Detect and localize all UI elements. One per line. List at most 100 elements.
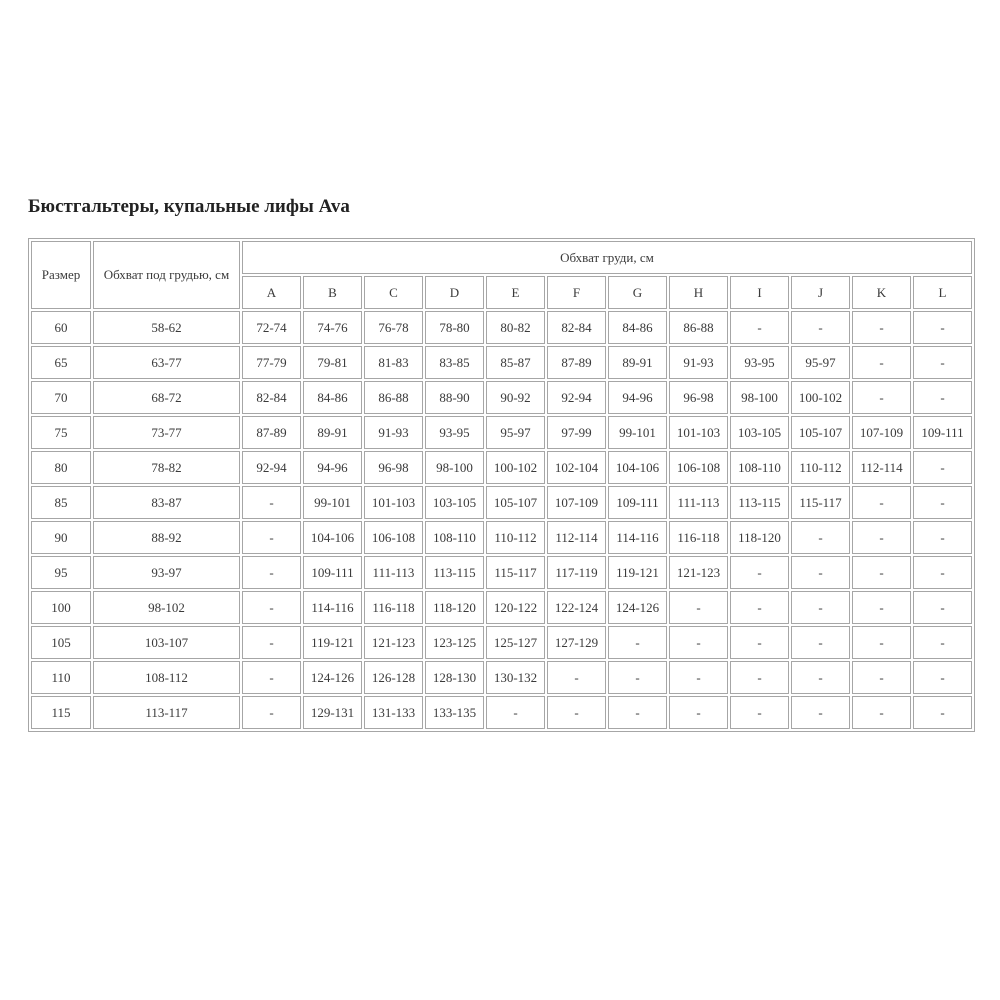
cup-H-cell: - [669,591,728,624]
cup-K-cell: 107-109 [852,416,911,449]
cup-E-cell: 120-122 [486,591,545,624]
cup-J-cell: 95-97 [791,346,850,379]
table-row-size-115: 115 113-117-129-131 131-133 133-135- - - - - - - - [31,696,972,729]
cup-G-cell: 94-96 [608,381,667,414]
cup-D-cell: 98-100 [425,451,484,484]
table-row-size-70: 70 68-72 82-84 84-86 86-88 88-90 90-92 92-94 94-… [31,381,972,414]
cup-letter-B: B [303,276,362,309]
cup-letter-I: I [730,276,789,309]
content-area: Бюстгальтеры, купальные лифы Ava Размер … [28,196,975,732]
cup-K-cell: - [852,486,911,519]
header-row-top: Размер Обхват под грудью, см Обхват груд… [31,241,972,309]
cup-G-cell: 99-101 [608,416,667,449]
cup-B-cell: 104-106 [303,521,362,554]
cup-A-cell: 77-79 [242,346,301,379]
cup-G-cell: 84-86 [608,311,667,344]
cup-letter-K: K [852,276,911,309]
cup-F-cell: 107-109 [547,486,606,519]
cup-letter-L: L [913,276,972,309]
header-bust: Обхват груди, см [242,241,972,274]
cup-C-cell: 116-118 [364,591,423,624]
cup-B-cell: 114-116 [303,591,362,624]
cup-L-cell: - [913,521,972,554]
cup-J-cell: - [791,696,850,729]
underbust-cell: 73-77 [93,416,240,449]
cup-J-cell: - [791,311,850,344]
cup-D-cell: 123-125 [425,626,484,659]
cup-letter-H: H [669,276,728,309]
cup-B-cell: 74-76 [303,311,362,344]
cup-C-cell: 86-88 [364,381,423,414]
table-row-size-90: 90 88-92-104-106 106-108 108-110 110-112 112-… [31,521,972,554]
table-row-size-95: 95 93-97-109-111 111-113 113-115 115-117 117-… [31,556,972,589]
table-row-size-65: 65 63-77 77-79 79-81 81-83 83-85 85-87 87-89 89-… [31,346,972,379]
cup-A-cell: - [242,486,301,519]
cup-J-cell: - [791,556,850,589]
cup-letter-F: F [547,276,606,309]
cup-L-cell: - [913,556,972,589]
cup-H-cell: 86-88 [669,311,728,344]
cup-J-cell: - [791,661,850,694]
table-row-size-100: 100 98-102-114-116 116-118 118-120 120-122 12… [31,591,972,624]
cup-D-cell: 118-120 [425,591,484,624]
cup-L-cell: - [913,661,972,694]
size-cell: 65 [31,346,91,379]
cup-J-cell: - [791,626,850,659]
cup-L-cell: - [913,696,972,729]
cup-E-cell: 90-92 [486,381,545,414]
cup-I-cell: 113-115 [730,486,789,519]
underbust-cell: 88-92 [93,521,240,554]
cup-D-cell: 88-90 [425,381,484,414]
cup-E-cell: 80-82 [486,311,545,344]
cup-J-cell: - [791,521,850,554]
cup-K-cell: - [852,521,911,554]
cup-letter-E: E [486,276,545,309]
cup-E-cell: 110-112 [486,521,545,554]
cup-B-cell: 99-101 [303,486,362,519]
cup-C-cell: 91-93 [364,416,423,449]
cup-L-cell: - [913,451,972,484]
cup-J-cell: 115-117 [791,486,850,519]
size-cell: 105 [31,626,91,659]
cup-L-cell: - [913,486,972,519]
cup-A-cell: 72-74 [242,311,301,344]
cup-J-cell: 110-112 [791,451,850,484]
cup-H-cell: 101-103 [669,416,728,449]
cup-E-cell: - [486,696,545,729]
cup-D-cell: 128-130 [425,661,484,694]
cup-F-cell: 112-114 [547,521,606,554]
cup-F-cell: 97-99 [547,416,606,449]
cup-D-cell: 133-135 [425,696,484,729]
table-row-size-80: 80 78-82 92-94 94-96 96-98 98-100 100-102 102-1… [31,451,972,484]
cup-B-cell: 109-111 [303,556,362,589]
cup-I-cell: 108-110 [730,451,789,484]
cup-D-cell: 93-95 [425,416,484,449]
cup-K-cell: - [852,556,911,589]
cup-H-cell: - [669,626,728,659]
cup-I-cell: 93-95 [730,346,789,379]
cup-G-cell: 104-106 [608,451,667,484]
cup-F-cell: 92-94 [547,381,606,414]
cup-C-cell: 106-108 [364,521,423,554]
cup-F-cell: 102-104 [547,451,606,484]
cup-G-cell: 124-126 [608,591,667,624]
cup-L-cell: - [913,311,972,344]
underbust-cell: 58-62 [93,311,240,344]
cup-H-cell: 116-118 [669,521,728,554]
cup-I-cell: - [730,556,789,589]
size-cell: 80 [31,451,91,484]
cup-J-cell: - [791,591,850,624]
cup-F-cell: 117-119 [547,556,606,589]
cup-A-cell: 82-84 [242,381,301,414]
cup-A-cell: - [242,626,301,659]
cup-A-cell: 87-89 [242,416,301,449]
cup-F-cell: 87-89 [547,346,606,379]
cup-letter-G: G [608,276,667,309]
cup-G-cell: 119-121 [608,556,667,589]
cup-A-cell: - [242,591,301,624]
size-cell: 70 [31,381,91,414]
header-underbust: Обхват под грудью, см [93,241,240,309]
cup-C-cell: 126-128 [364,661,423,694]
